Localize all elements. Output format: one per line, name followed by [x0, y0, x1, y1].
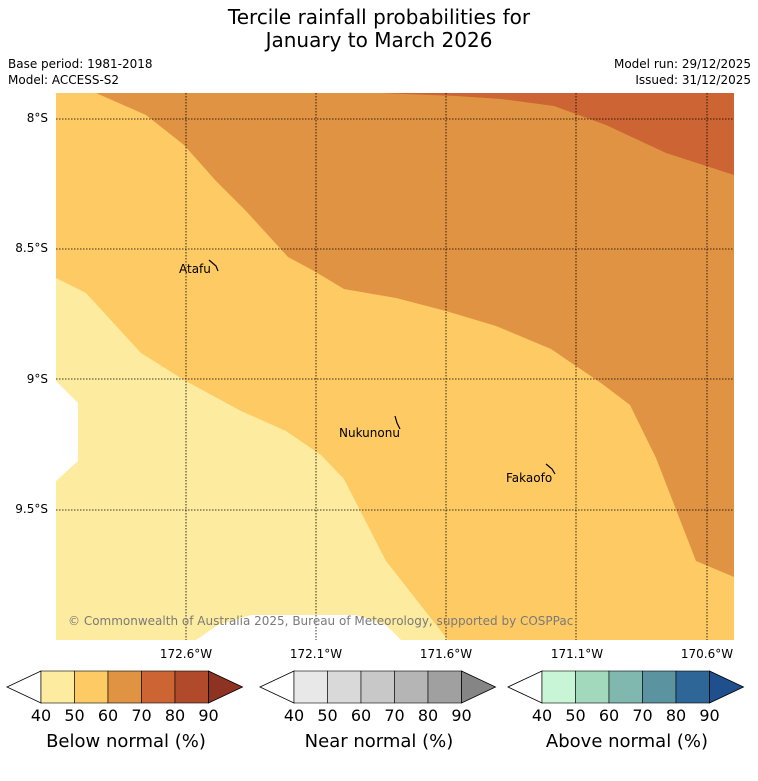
- legend-label-above: Above normal (%): [545, 731, 709, 752]
- atoll-nukunonu: [394, 415, 401, 430]
- colorbar-tick-label: 60: [598, 706, 620, 725]
- colorbar-segment: [360, 670, 395, 704]
- lat-label: 9°S: [26, 372, 48, 386]
- colorbar-segment: [608, 670, 643, 704]
- region-below-60-70: [96, 93, 734, 577]
- colorbar-tick-label: 40: [283, 706, 305, 725]
- colorbar-tick-label: 90: [699, 706, 720, 725]
- lon-label: 170.6°W: [680, 647, 734, 661]
- colorbar-segment: [40, 670, 75, 704]
- atoll-fakaofo: [545, 463, 556, 475]
- colorbar-tick-label: 60: [350, 706, 372, 725]
- map-panel: [56, 93, 734, 640]
- colorbar-tick-label: 90: [451, 706, 472, 725]
- chart-title-line2: January to March 2026: [265, 28, 493, 52]
- place-label-fakaofo: Fakaofo: [506, 471, 553, 485]
- colorbar-segment: [174, 670, 209, 704]
- place-label-atafu: Atafu: [179, 262, 211, 276]
- map-svg: [56, 93, 734, 640]
- colorbar-segment: [642, 670, 677, 704]
- colorbar-tick-label: 70: [131, 706, 152, 725]
- chart-title-line1: Tercile rainfall probabilities for: [227, 5, 531, 29]
- colorbar-tick-label: 40: [531, 706, 553, 725]
- lat-label: 9.5°S: [15, 502, 48, 516]
- lon-label: 172.1°W: [289, 647, 343, 661]
- colorbar-segment: [575, 670, 610, 704]
- colorbar-tick-label: 90: [198, 706, 219, 725]
- colorbar-tick-label: 70: [632, 706, 653, 725]
- lat-label: 8°S: [26, 111, 48, 125]
- colorbar-extend-high: [461, 670, 497, 704]
- colorbar-tick-label: 80: [417, 706, 439, 725]
- colorbar-above: [507, 670, 745, 704]
- copyright-notice: © Commonwealth of Australia 2025, Bureau…: [68, 614, 574, 628]
- base-period: Base period: 1981-2018: [8, 57, 153, 71]
- place-label-nukunonu: Nukunonu: [339, 426, 400, 440]
- colorbar-segment: [293, 670, 328, 704]
- model-run: Model run: 29/12/2025: [613, 57, 751, 71]
- colorbar-near: [259, 670, 497, 704]
- legend-label-near: Near normal (%): [304, 731, 454, 752]
- colorbar-extend-high: [709, 670, 745, 704]
- colorbar-tick-label: 50: [64, 706, 85, 725]
- colorbar-segment: [541, 670, 576, 704]
- colorbar-tick-label: 80: [164, 706, 186, 725]
- colorbar-segment: [675, 670, 710, 704]
- colorbar-extend-low: [6, 670, 42, 704]
- colorbar-segment: [427, 670, 462, 704]
- model-name: Model: ACCESS-S2: [8, 73, 120, 87]
- colorbar-extend-low: [507, 670, 543, 704]
- region-below-70-80: [381, 93, 734, 175]
- lon-label: 172.6°W: [159, 647, 213, 661]
- colorbar-below: [6, 670, 244, 704]
- colorbar-segment: [327, 670, 362, 704]
- colorbar-tick-label: 50: [565, 706, 586, 725]
- issued-date: Issued: 31/12/2025: [635, 73, 751, 87]
- colorbar-tick-label: 70: [384, 706, 405, 725]
- colorbar-tick-label: 50: [317, 706, 338, 725]
- region-no-data: [56, 381, 78, 481]
- colorbar-tick-label: 80: [665, 706, 687, 725]
- colorbar-extend-high: [208, 670, 244, 704]
- colorbar-segment: [141, 670, 176, 704]
- gridlines: [56, 93, 734, 640]
- colorbar-segment: [107, 670, 142, 704]
- colorbar-segment: [394, 670, 429, 704]
- lat-label: 8.5°S: [15, 241, 48, 255]
- legend-label-below: Below normal (%): [46, 731, 206, 752]
- lon-label: 171.1°W: [550, 647, 604, 661]
- colorbar-segment: [74, 670, 109, 704]
- colorbar-tick-label: 40: [30, 706, 52, 725]
- colorbar-extend-low: [259, 670, 295, 704]
- lon-label: 171.6°W: [419, 647, 473, 661]
- region-no-data-bottom: [196, 615, 401, 640]
- colorbar-tick-label: 60: [97, 706, 119, 725]
- atoll-atafu: [208, 259, 219, 272]
